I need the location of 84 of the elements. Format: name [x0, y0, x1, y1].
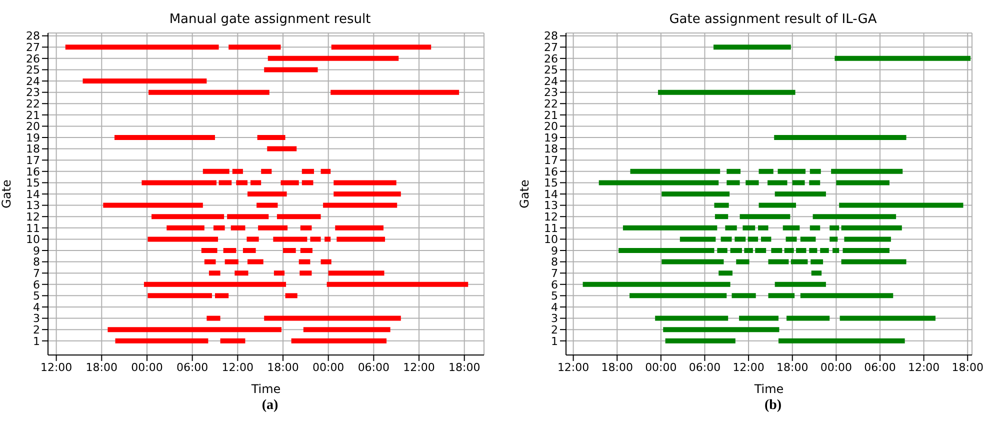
x-tick-label: 18:00	[86, 360, 118, 374]
y-tick-label: 4	[33, 300, 40, 314]
x-tick-label: 18:00	[776, 360, 808, 374]
x-tick-label: 00:00	[131, 360, 163, 374]
x-tick-label: 12:00	[557, 360, 590, 374]
y-tick-label: 14	[26, 188, 40, 201]
y-tick-label: 2	[551, 323, 558, 336]
y-tick-label: 25	[544, 64, 558, 77]
y-tick-label: 1	[551, 334, 558, 348]
y-tick-label: 10	[544, 233, 558, 246]
y-tick-label: 19	[544, 131, 558, 144]
y-tick-label: 26	[26, 52, 40, 66]
x-tick-label: 06:00	[864, 360, 896, 374]
y-tick-label: 5	[33, 290, 40, 303]
y-tick-label: 18	[544, 142, 558, 156]
y-tick-label: 24	[544, 74, 558, 88]
y-tick-label: 28	[26, 30, 40, 43]
y-tick-label: 15	[26, 176, 40, 190]
y-tick-label: 1	[33, 334, 40, 348]
y-tick-label: 13	[26, 199, 40, 212]
y-tick-label: 20	[26, 120, 40, 134]
chart-title: Manual gate assignment result	[168, 12, 372, 27]
y-tick-label: 6	[33, 278, 40, 292]
y-tick-label: 15	[544, 176, 558, 190]
y-tick-label: 12	[544, 210, 558, 224]
y-tick-label: 23	[544, 86, 558, 100]
y-tick-label: 19	[26, 131, 40, 144]
x-tick-label: 18:00	[267, 360, 299, 374]
y-tick-label: 21	[26, 108, 40, 122]
y-tick-label: 9	[551, 244, 558, 258]
y-tick-label: 8	[33, 256, 40, 269]
y-tick-label: 2	[33, 323, 40, 336]
x-axis-title: Time	[250, 382, 281, 396]
x-tick-label: 18:00	[952, 360, 984, 374]
y-tick-label: 28	[544, 30, 558, 43]
x-tick-label: 18:00	[448, 360, 480, 374]
y-tick-label: 20	[544, 120, 558, 134]
x-tick-label: 12:00	[732, 360, 764, 374]
x-tick-label: 00:00	[312, 360, 344, 374]
x-tick-label: 12:00	[908, 360, 940, 374]
y-tick-label: 22	[26, 98, 40, 111]
y-tick-label: 16	[544, 165, 558, 178]
text: (a)	[262, 398, 278, 413]
y-tick-label: 18	[26, 142, 40, 156]
y-tick-label: 17	[544, 154, 558, 168]
y-tick-label: 3	[551, 312, 558, 326]
text: (b)	[764, 398, 782, 413]
y-tick-label: 23	[26, 86, 40, 100]
y-tick-label: 6	[551, 278, 558, 292]
x-tick-label: 06:00	[176, 360, 208, 374]
y-tick-label: 24	[26, 74, 40, 88]
y-tick-label: 12	[26, 210, 40, 224]
y-tick-label: 4	[551, 300, 558, 314]
y-tick-label: 13	[544, 199, 558, 212]
chart-title: Gate assignment result of IL-GA	[668, 12, 878, 27]
x-tick-label: 06:00	[688, 360, 721, 374]
y-tick-label: 8	[551, 256, 558, 269]
y-axis-title: Gate	[0, 180, 14, 208]
y-tick-label: 3	[33, 312, 40, 326]
y-tick-label: 11	[26, 222, 40, 235]
y-tick-label: 9	[33, 244, 40, 258]
y-tick-label: 25	[26, 64, 40, 77]
x-tick-label: 06:00	[358, 360, 390, 374]
x-axis-title: Time	[753, 382, 784, 396]
y-tick-label: 10	[26, 233, 40, 246]
y-tick-label: 26	[544, 52, 558, 66]
x-tick-label: 12:00	[403, 360, 435, 374]
x-tick-label: 12:00	[222, 360, 254, 374]
y-axis-title: Gate	[517, 180, 532, 208]
y-tick-label: 14	[544, 188, 558, 201]
y-tick-label: 7	[33, 266, 40, 280]
x-tick-label: 00:00	[645, 360, 677, 374]
y-tick-label: 22	[544, 98, 558, 111]
y-tick-label: 17	[26, 154, 40, 168]
y-tick-label: 27	[26, 41, 40, 54]
y-tick-label: 5	[551, 290, 558, 303]
y-tick-label: 16	[26, 165, 40, 178]
x-tick-label: 00:00	[820, 360, 852, 374]
y-tick-label: 11	[544, 222, 558, 235]
y-tick-label: 21	[544, 108, 558, 122]
x-tick-label: 12:00	[40, 360, 72, 374]
y-tick-label: 7	[551, 266, 558, 280]
y-tick-label: 27	[544, 41, 558, 54]
x-tick-label: 18:00	[601, 360, 633, 374]
